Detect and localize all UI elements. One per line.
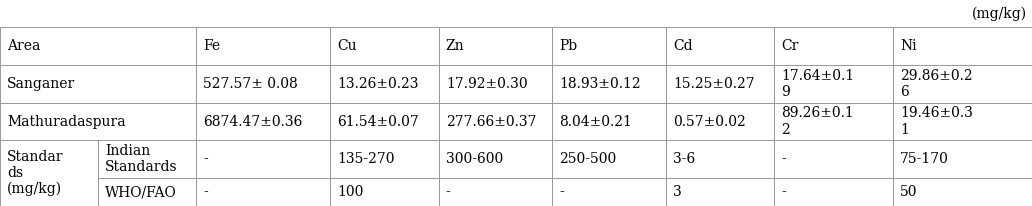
Text: Standar
ds
(mg/kg): Standar ds (mg/kg) <box>7 150 64 197</box>
Bar <box>439 140 552 178</box>
Text: Pb: Pb <box>559 39 578 53</box>
Bar <box>893 65 1032 103</box>
Text: 0.57±0.02: 0.57±0.02 <box>673 115 745 129</box>
Bar <box>330 103 439 140</box>
Text: 50: 50 <box>900 185 917 199</box>
Text: Mathuradaspura: Mathuradaspura <box>7 115 126 129</box>
Bar <box>552 140 666 178</box>
Text: Area: Area <box>7 39 40 53</box>
Bar <box>196 178 330 206</box>
Bar <box>330 178 439 206</box>
Text: Sanganer: Sanganer <box>7 77 75 91</box>
Bar <box>98 178 196 206</box>
Bar <box>552 103 666 140</box>
Bar <box>439 65 552 103</box>
Bar <box>552 178 666 206</box>
Text: 6874.47±0.36: 6874.47±0.36 <box>203 115 302 129</box>
Bar <box>666 65 774 103</box>
Bar <box>439 103 552 140</box>
Text: 29.86±0.2
6: 29.86±0.2 6 <box>900 69 972 99</box>
Text: Indian
Standards: Indian Standards <box>105 144 178 174</box>
Bar <box>196 103 330 140</box>
Bar <box>774 27 893 65</box>
Text: (mg/kg): (mg/kg) <box>972 6 1027 21</box>
Text: 17.64±0.1
9: 17.64±0.1 9 <box>781 69 854 99</box>
Text: 19.46±0.3
1: 19.46±0.3 1 <box>900 107 973 137</box>
Bar <box>666 103 774 140</box>
Text: Ni: Ni <box>900 39 916 53</box>
Bar <box>196 65 330 103</box>
Text: 8.04±0.21: 8.04±0.21 <box>559 115 633 129</box>
Bar <box>774 178 893 206</box>
Text: 61.54±0.07: 61.54±0.07 <box>337 115 419 129</box>
Text: Cd: Cd <box>673 39 692 53</box>
Text: 527.57± 0.08: 527.57± 0.08 <box>203 77 298 91</box>
Bar <box>330 140 439 178</box>
Bar <box>893 27 1032 65</box>
Text: -: - <box>446 185 451 199</box>
Text: WHO/FAO: WHO/FAO <box>105 185 178 199</box>
Bar <box>330 65 439 103</box>
Bar <box>666 178 774 206</box>
Text: Zn: Zn <box>446 39 464 53</box>
Bar <box>774 65 893 103</box>
Text: -: - <box>781 152 786 166</box>
Bar <box>893 140 1032 178</box>
Bar <box>552 65 666 103</box>
Bar <box>893 103 1032 140</box>
Text: 13.26±0.23: 13.26±0.23 <box>337 77 419 91</box>
Bar <box>196 140 330 178</box>
Text: -: - <box>559 185 565 199</box>
Text: 75-170: 75-170 <box>900 152 948 166</box>
Text: Fe: Fe <box>203 39 221 53</box>
Bar <box>666 140 774 178</box>
Bar <box>0 65 196 103</box>
Bar <box>98 140 196 178</box>
Text: 135-270: 135-270 <box>337 152 395 166</box>
Bar <box>196 27 330 65</box>
Text: -: - <box>203 185 208 199</box>
Bar <box>330 27 439 65</box>
Text: 250-500: 250-500 <box>559 152 616 166</box>
Bar <box>774 140 893 178</box>
Text: -: - <box>203 152 208 166</box>
Bar <box>439 178 552 206</box>
Bar <box>774 103 893 140</box>
Bar <box>666 27 774 65</box>
Text: 17.92±0.30: 17.92±0.30 <box>446 77 527 91</box>
Bar <box>439 27 552 65</box>
Text: -: - <box>781 185 786 199</box>
Text: 100: 100 <box>337 185 364 199</box>
Text: 3-6: 3-6 <box>673 152 696 166</box>
Bar <box>893 178 1032 206</box>
Text: 89.26±0.1
2: 89.26±0.1 2 <box>781 107 853 137</box>
Text: 300-600: 300-600 <box>446 152 503 166</box>
Text: 15.25±0.27: 15.25±0.27 <box>673 77 754 91</box>
Bar <box>552 27 666 65</box>
Text: Cr: Cr <box>781 39 799 53</box>
Bar <box>0 27 196 65</box>
Bar <box>0 140 98 206</box>
Text: 3: 3 <box>673 185 681 199</box>
Text: 277.66±0.37: 277.66±0.37 <box>446 115 537 129</box>
Text: Cu: Cu <box>337 39 357 53</box>
Bar <box>0 103 196 140</box>
Text: 18.93±0.12: 18.93±0.12 <box>559 77 641 91</box>
